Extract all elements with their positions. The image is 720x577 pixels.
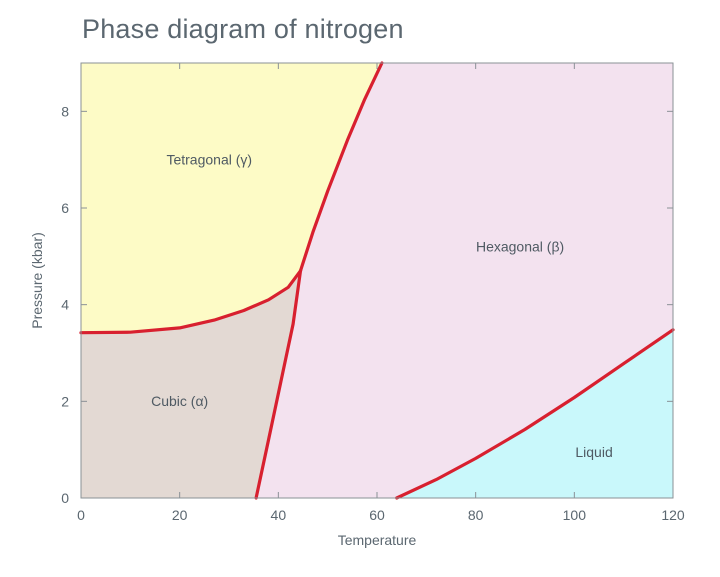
x-tick-label: 40 [271, 507, 287, 523]
phase-boundaries [79, 61, 675, 500]
x-tick-label: 0 [77, 507, 85, 523]
region-tetragonal [81, 63, 382, 333]
region-liquid [396, 329, 673, 498]
region-label-cubic: Cubic (α) [151, 393, 208, 409]
region-cubic [81, 270, 301, 498]
region-label-liquid: Liquid [575, 444, 612, 460]
y-tick-label: 6 [61, 200, 69, 216]
y-axis-label: Pressure (kbar) [29, 232, 45, 328]
x-tick-label: 60 [369, 507, 385, 523]
region-label-tetragonal: Tetragonal (γ) [166, 152, 252, 168]
x-axis-label: Temperature [338, 532, 417, 548]
axis-ticks: 0 20 40 60 80 100 120 0 2 4 6 8 [61, 63, 685, 523]
y-tick-label: 4 [61, 297, 69, 313]
boundary-tetragonal-hexagonal [298, 61, 384, 273]
phase-regions [81, 63, 673, 498]
y-tick-label: 0 [61, 490, 69, 506]
region-hexagonal [256, 63, 673, 498]
y-tick-label: 2 [61, 393, 69, 409]
x-tick-label: 20 [172, 507, 188, 523]
boundary-cubic-hexagonal [254, 269, 303, 500]
boundary-tetragonal-cubic [79, 269, 303, 335]
x-tick-label: 100 [563, 507, 587, 523]
x-tick-label: 120 [661, 507, 685, 523]
x-tick-label: 80 [468, 507, 484, 523]
region-label-hexagonal: Hexagonal (β) [476, 239, 564, 255]
boundary-hexagonal-liquid [395, 328, 675, 500]
chart-title: Phase diagram of nitrogen [82, 14, 404, 44]
region-labels: Tetragonal (γ) Hexagonal (β) Cubic (α) Liqu… [151, 152, 613, 460]
y-tick-label: 8 [61, 103, 69, 119]
